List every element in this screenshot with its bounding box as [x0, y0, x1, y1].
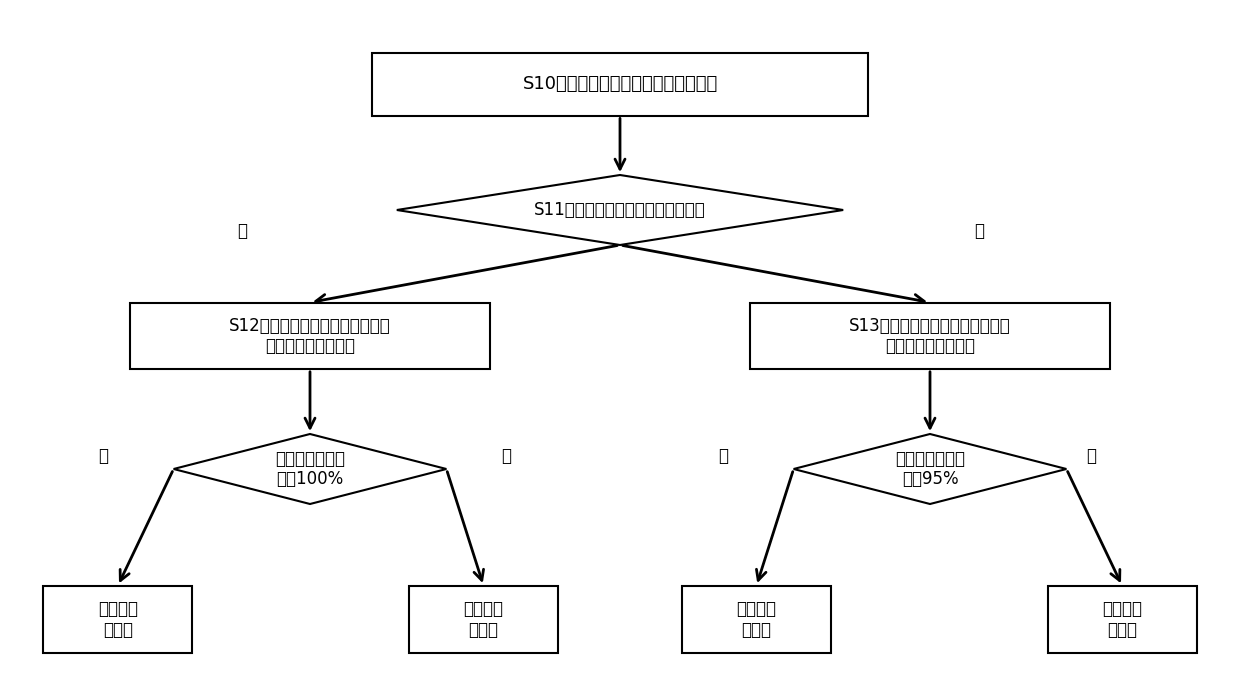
Text: 输出结果
信号；: 输出结果 信号；	[98, 600, 138, 639]
Bar	[372, 52, 868, 116]
Text: S11：判断特征信号是否为文字信号: S11：判断特征信号是否为文字信号	[534, 201, 706, 219]
Text: 否: 否	[975, 222, 985, 240]
Text: 是: 是	[237, 222, 247, 240]
Text: 判断相似度是否
等于100%: 判断相似度是否 等于100%	[275, 449, 345, 489]
Text: 判断相似度是否
大于95%: 判断相似度是否 大于95%	[895, 449, 965, 489]
Text: 发出报警
信号；: 发出报警 信号；	[1102, 600, 1142, 639]
Bar	[130, 302, 490, 370]
Bar	[409, 587, 558, 652]
Bar	[43, 587, 192, 652]
Bar	[1048, 587, 1197, 652]
Bar	[682, 587, 831, 652]
Polygon shape	[397, 175, 843, 245]
Text: S12：将特征信号与标准特征信号
进行比较得到相似度: S12：将特征信号与标准特征信号 进行比较得到相似度	[229, 316, 391, 356]
Text: 发出报警
信号；: 发出报警 信号；	[464, 600, 503, 639]
Text: S10：获取到货电表图像的特征信号；: S10：获取到货电表图像的特征信号；	[522, 75, 718, 93]
Text: 否: 否	[501, 447, 511, 466]
Bar	[750, 302, 1110, 370]
Text: 是: 是	[98, 447, 108, 466]
Text: 否: 否	[1086, 447, 1096, 466]
Polygon shape	[794, 434, 1066, 504]
Text: 是: 是	[718, 447, 728, 466]
Polygon shape	[174, 434, 446, 504]
Text: S13：将特征信号与标准特征信号
进行比较得到相似度: S13：将特征信号与标准特征信号 进行比较得到相似度	[849, 316, 1011, 356]
Text: 输出结果
信号；: 输出结果 信号；	[737, 600, 776, 639]
